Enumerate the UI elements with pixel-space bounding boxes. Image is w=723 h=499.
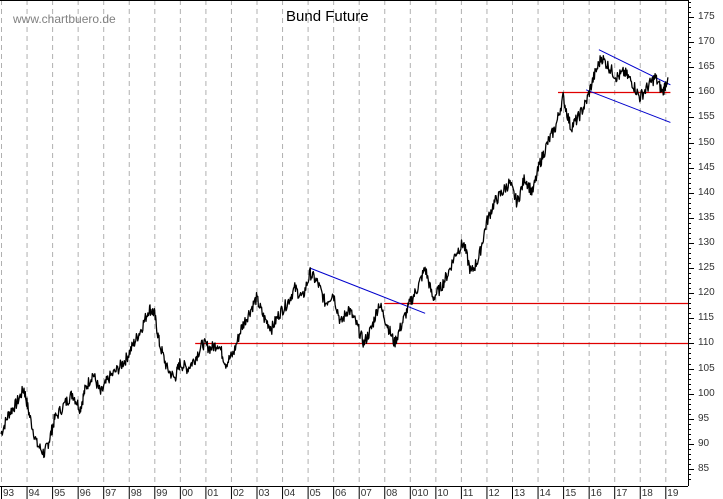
y-tick-label: 150 <box>698 136 715 148</box>
x-tick-label: 95 <box>54 488 66 499</box>
x-tick-label: 010 <box>411 488 429 499</box>
x-tick-label: 06 <box>335 488 347 499</box>
x-tick-label: 17 <box>616 488 628 499</box>
y-tick-label: 135 <box>698 211 715 223</box>
x-tick-label: 00 <box>181 488 193 499</box>
x-tick-label: 97 <box>105 488 117 499</box>
x-tick-label: 01 <box>207 488 219 499</box>
y-tick-label: 125 <box>698 262 715 274</box>
y-tick-label: 95 <box>698 412 710 424</box>
x-tick-label: 96 <box>79 488 91 499</box>
x-tick-label: 05 <box>309 488 321 499</box>
x-tick-label: 16 <box>590 488 602 499</box>
x-tick-label: 19 <box>667 488 679 499</box>
y-tick-label: 145 <box>698 161 715 173</box>
y-tick-label: 155 <box>698 111 715 123</box>
y-tick-label: 115 <box>698 312 714 324</box>
y-tick-label: 160 <box>698 86 715 98</box>
y-tick-label: 130 <box>698 236 715 248</box>
y-tick-label: 85 <box>698 462 710 474</box>
x-tick-label: 98 <box>130 488 142 499</box>
x-tick-label: 93 <box>3 488 15 499</box>
y-tick-label: 140 <box>698 186 715 198</box>
x-tick-label: 18 <box>641 488 653 499</box>
y-tick-label: 175 <box>698 11 715 22</box>
x-tick-label: 10 <box>437 488 449 499</box>
x-tick-label: 94 <box>28 488 40 499</box>
y-tick-label: 90 <box>698 437 710 449</box>
y-tick-label: 105 <box>698 362 715 374</box>
trend-line <box>598 49 671 86</box>
y-tick-label: 110 <box>698 337 714 349</box>
trend-line <box>585 89 671 123</box>
price-line <box>0 55 669 459</box>
x-tick-label: 14 <box>539 488 551 499</box>
y-tick-label: 120 <box>698 287 715 299</box>
x-tick-label: 08 <box>386 488 398 499</box>
x-tick-label: 07 <box>360 488 372 499</box>
y-tick-label: 170 <box>698 36 715 48</box>
x-tick-label: 03 <box>258 488 270 499</box>
x-tick-label: 13 <box>514 488 526 499</box>
x-tick-label: 15 <box>565 488 577 499</box>
watermark: www.chartbuero.de <box>13 12 116 26</box>
x-tick-label: 11 <box>462 488 474 499</box>
x-tick-label: 99 <box>156 488 168 499</box>
x-tick-label: 02 <box>232 488 245 499</box>
trend-line <box>309 267 426 314</box>
x-tick-label: 12 <box>488 488 500 499</box>
chart-title: Bund Future <box>286 8 369 25</box>
y-tick-label: 100 <box>698 387 715 399</box>
y-tick-label: 165 <box>698 61 715 73</box>
x-tick-label: 04 <box>284 488 296 499</box>
